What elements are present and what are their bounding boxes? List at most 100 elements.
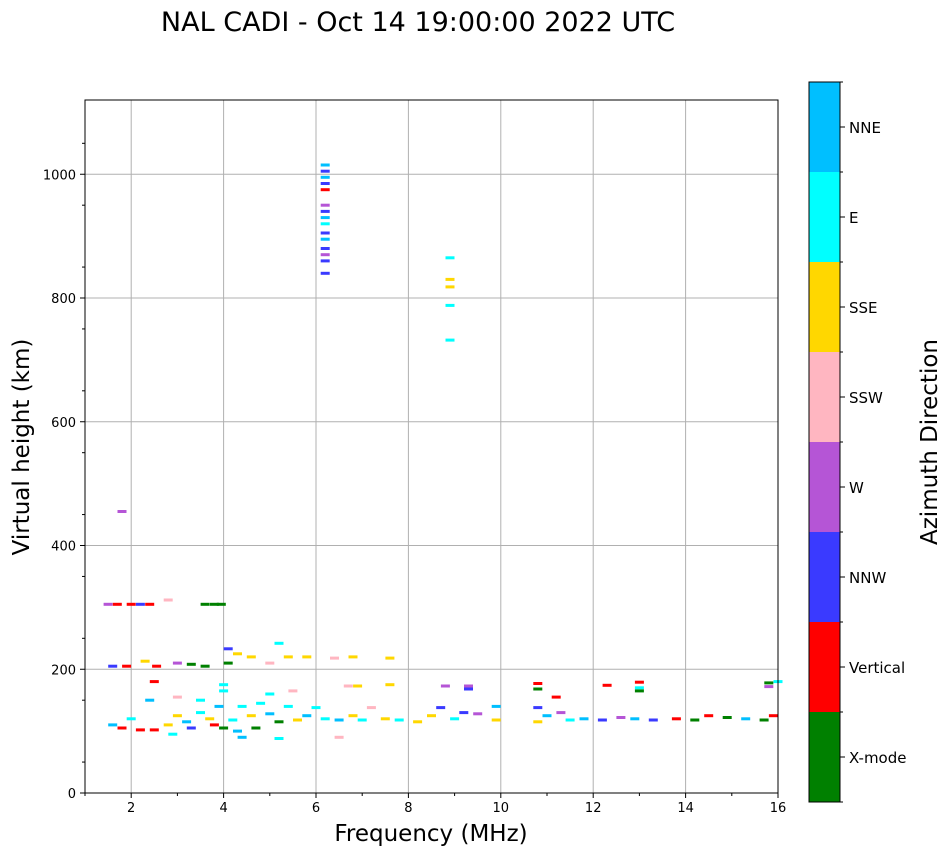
colorbar-segment <box>809 712 840 802</box>
data-point <box>122 664 132 668</box>
colorbar-label: Vertical <box>849 659 905 677</box>
x-tick-label: 12 <box>585 801 602 816</box>
plot-area: 2 4 6 8 10 12 14 16 0 200 400 600 800 1000 <box>43 99 786 816</box>
data-point <box>302 714 312 718</box>
colorbar-label: SSE <box>849 299 878 317</box>
data-point <box>533 687 543 691</box>
plot-background <box>85 100 778 793</box>
data-point <box>445 256 455 260</box>
data-point <box>320 237 330 241</box>
data-point <box>343 684 353 688</box>
data-point <box>200 664 210 668</box>
x-tick-label: 14 <box>677 801 694 816</box>
data-point <box>436 706 446 710</box>
data-point <box>186 662 196 666</box>
data-point <box>385 656 395 660</box>
x-axis-ticks: 2 4 6 8 10 12 14 16 <box>84 793 786 816</box>
data-point <box>704 714 714 718</box>
colorbar-segment <box>809 622 840 712</box>
data-point <box>473 712 483 716</box>
data-point <box>172 714 182 718</box>
data-point <box>616 716 626 719</box>
data-point <box>366 706 376 710</box>
data-point <box>764 685 774 689</box>
data-point <box>108 723 118 727</box>
data-point <box>145 698 155 702</box>
data-point <box>182 720 192 724</box>
y-axis-ticks: 0 200 400 600 800 1000 <box>43 142 85 802</box>
x-tick-label: 6 <box>312 801 320 816</box>
data-point <box>427 714 436 718</box>
data-point <box>634 686 644 690</box>
data-point <box>597 718 607 722</box>
y-tick-label: 600 <box>51 416 76 431</box>
data-point <box>413 720 423 724</box>
data-point <box>634 689 644 693</box>
data-point <box>283 655 293 659</box>
y-tick-label: 800 <box>51 292 76 307</box>
colorbar-label: NNE <box>849 119 881 137</box>
data-point <box>630 717 640 721</box>
colorbar-segment <box>809 532 840 622</box>
colorbar-segment <box>809 352 840 442</box>
data-point <box>491 704 501 708</box>
colorbar-segment <box>809 82 840 172</box>
data-point <box>172 695 182 699</box>
y-tick-label: 1000 <box>43 168 76 183</box>
data-point <box>237 704 247 708</box>
data-point <box>320 209 330 213</box>
data-point <box>149 680 159 684</box>
data-point <box>163 723 173 727</box>
data-point <box>265 692 275 696</box>
data-point <box>196 698 205 702</box>
data-point <box>491 718 501 722</box>
data-point <box>274 641 284 645</box>
data-point <box>722 716 732 719</box>
colorbar-label: X-mode <box>849 749 906 767</box>
data-point <box>168 732 178 736</box>
data-point <box>579 717 589 721</box>
data-point <box>602 683 612 687</box>
colorbar-labels: X-mode Vertical NNW W SSW SSE E NNE <box>840 81 906 803</box>
data-point <box>320 271 330 275</box>
data-point <box>216 602 226 606</box>
data-point <box>320 216 330 220</box>
data-point <box>320 188 330 192</box>
data-point <box>117 510 127 513</box>
colorbar-title: Azimuth Direction <box>917 339 943 545</box>
data-point <box>135 602 145 606</box>
y-tick-label: 0 <box>68 787 76 802</box>
x-tick-label: 8 <box>404 801 412 816</box>
data-point <box>551 695 561 699</box>
data-point <box>380 717 390 721</box>
data-point <box>209 723 219 727</box>
plot-frame <box>84 99 779 794</box>
data-point <box>542 714 552 718</box>
data-point <box>209 602 219 606</box>
data-point <box>353 684 363 688</box>
data-point <box>172 661 182 665</box>
data-point <box>152 664 162 668</box>
colorbar-label: NNW <box>849 569 886 587</box>
data-point <box>256 701 266 705</box>
data-point <box>348 655 358 659</box>
data-point <box>759 718 769 722</box>
x-tick-label: 10 <box>493 801 510 816</box>
data-point <box>533 682 543 685</box>
data-point <box>233 729 242 733</box>
data-point <box>320 169 330 173</box>
data-point <box>112 602 122 606</box>
data-point <box>464 684 473 688</box>
data-point <box>741 717 751 721</box>
data-point <box>330 656 339 660</box>
colorbar-label: W <box>849 479 864 497</box>
data-point <box>320 253 330 257</box>
data-point <box>196 711 205 715</box>
data-point <box>320 203 330 207</box>
data-point <box>334 735 344 739</box>
data-point <box>149 728 159 732</box>
data-point <box>320 222 330 226</box>
data-point <box>445 285 455 289</box>
data-point <box>533 720 543 724</box>
